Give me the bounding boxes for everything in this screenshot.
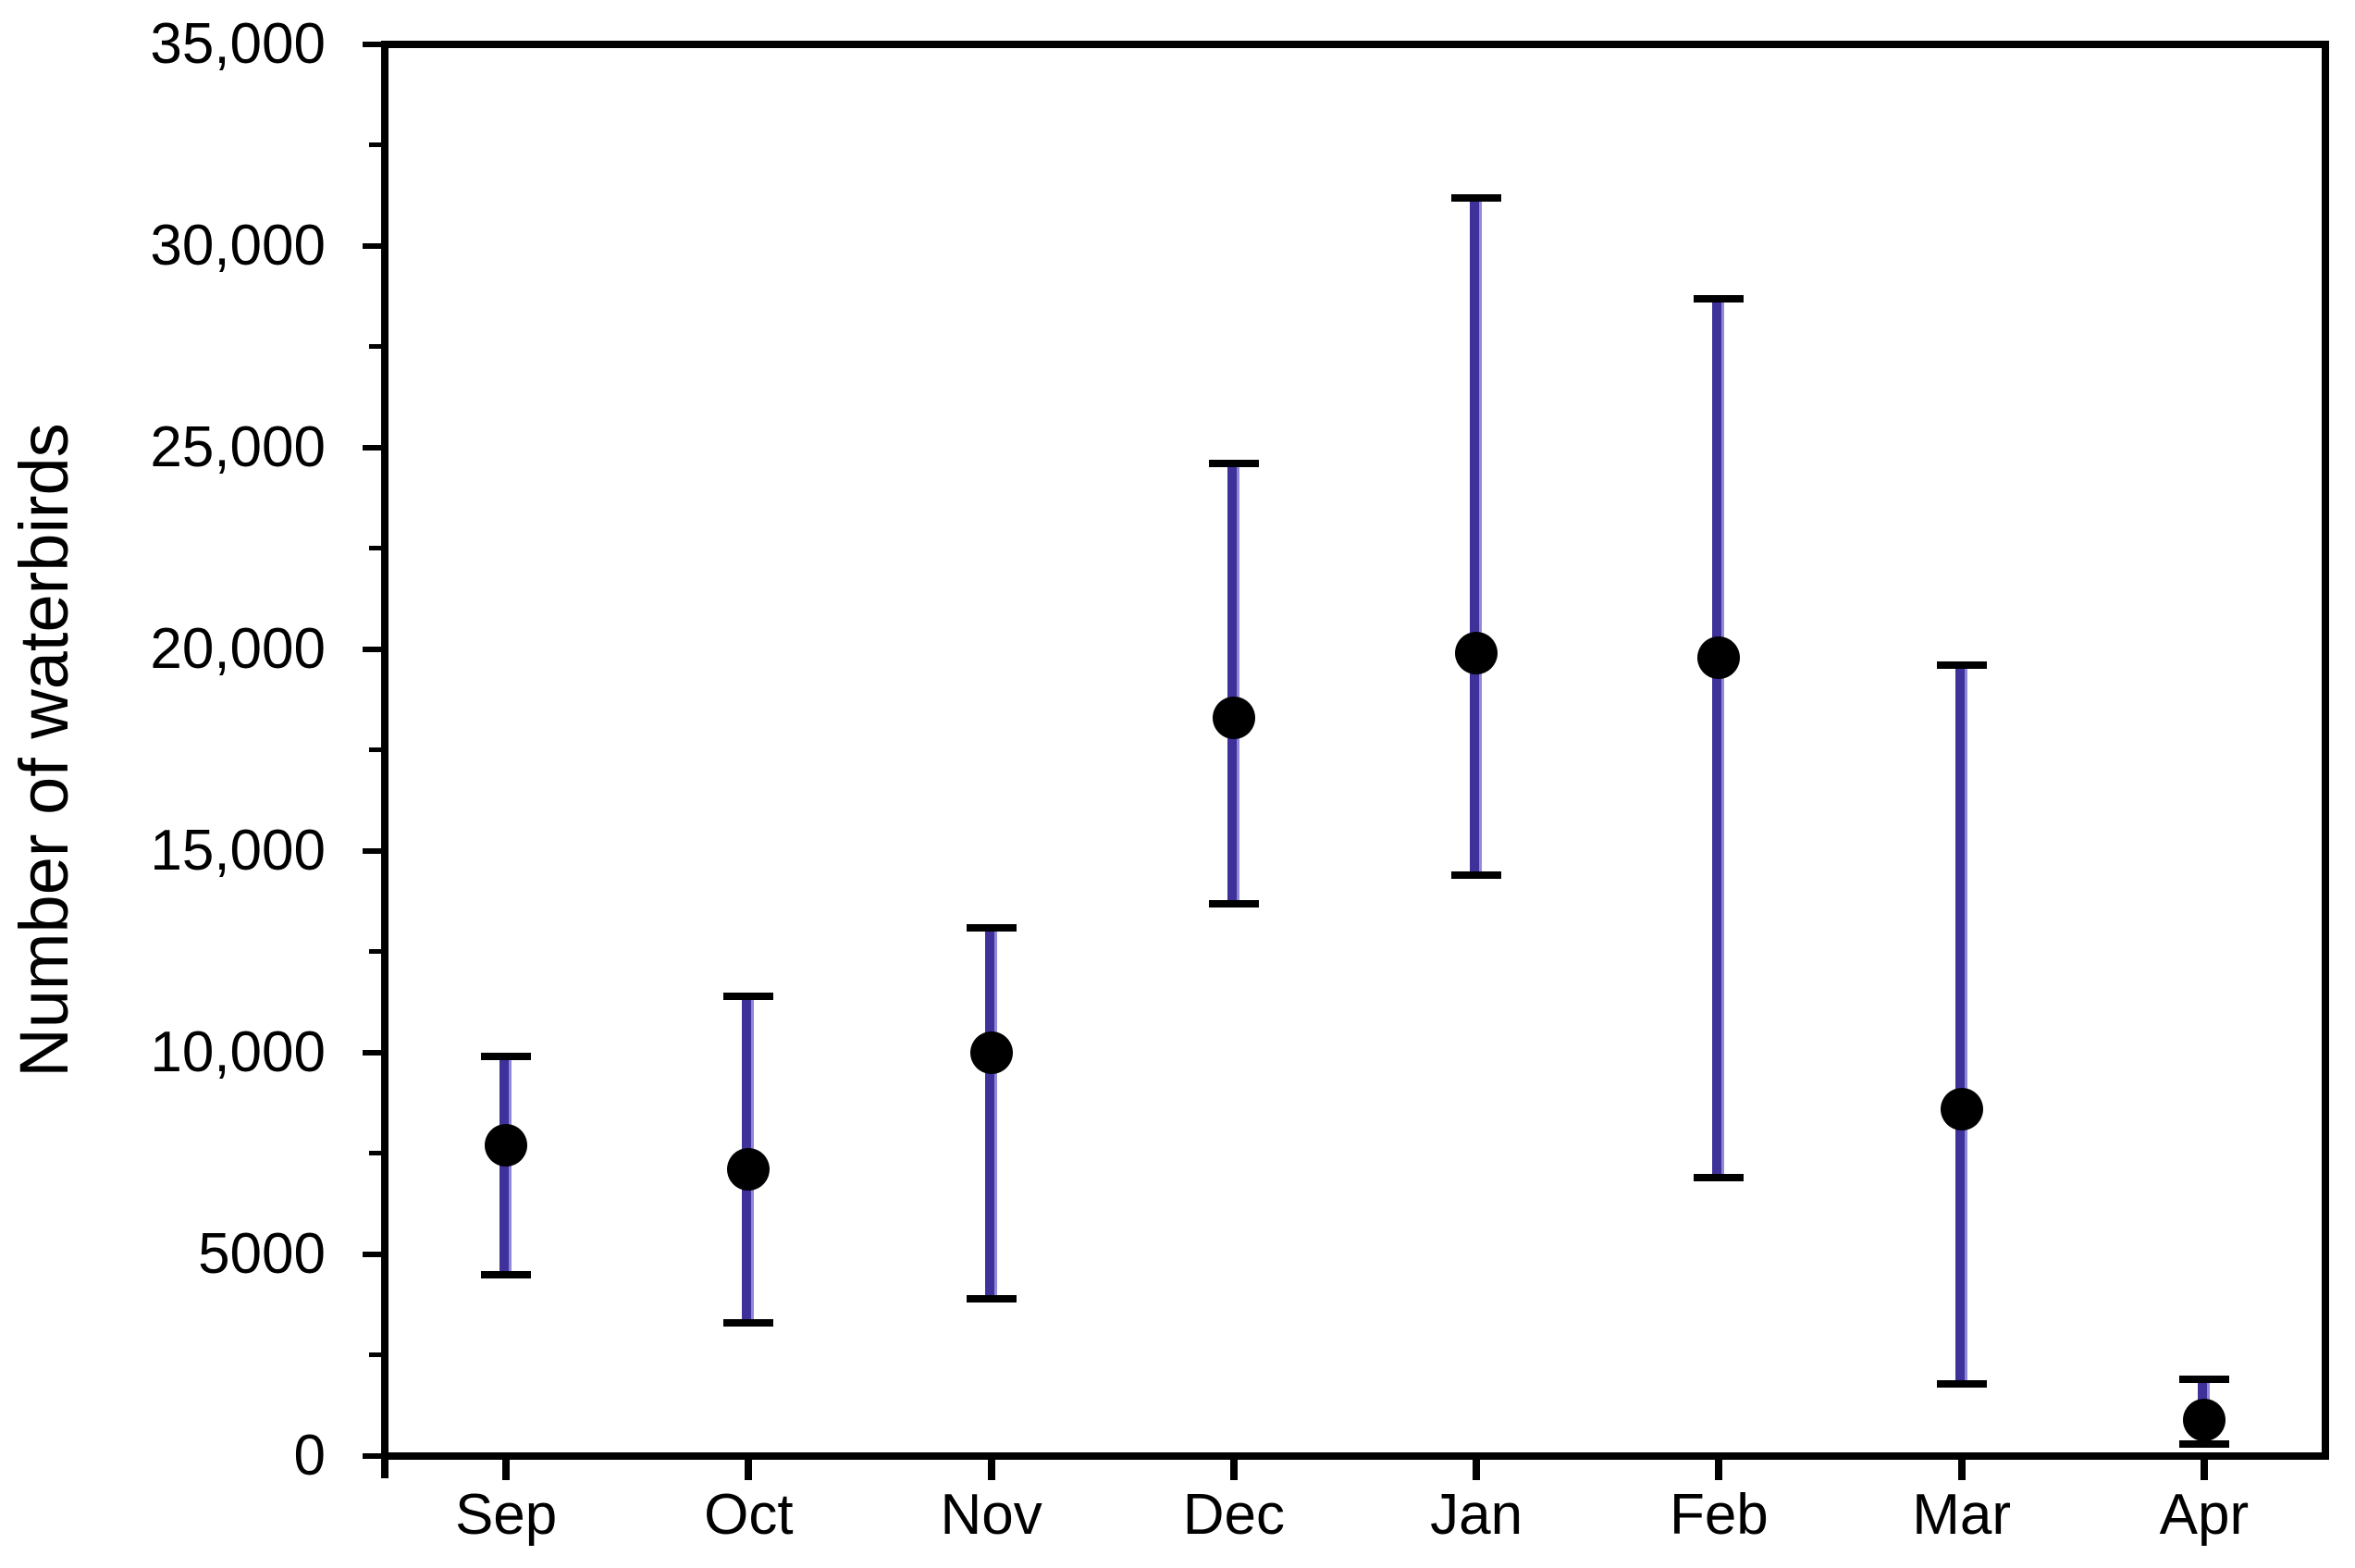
- y-axis-minor-tick: [369, 142, 381, 147]
- x-axis-tick-label: Oct: [704, 1483, 794, 1547]
- error-bar-line-jan: [1470, 197, 1483, 876]
- y-axis-tick-label: 25,000: [150, 415, 326, 479]
- x-axis-tick-label: Dec: [1182, 1483, 1285, 1547]
- mean-marker-oct: [727, 1148, 771, 1191]
- x-axis-tick-label: Nov: [940, 1483, 1042, 1547]
- x-axis-tick: [745, 1460, 753, 1480]
- mean-marker-sep: [485, 1124, 528, 1167]
- x-axis-tick: [1229, 1460, 1238, 1480]
- error-bar-cap-lower-jan: [1451, 871, 1502, 880]
- y-axis-major-tick: [363, 1050, 381, 1056]
- mean-marker-dec: [1212, 697, 1255, 740]
- x-axis-tick-label: Apr: [2159, 1483, 2250, 1547]
- y-axis-minor-tick: [369, 344, 381, 349]
- y-axis-minor-tick: [369, 949, 381, 954]
- mean-marker-feb: [1697, 636, 1741, 679]
- y-axis-tick-label: 20,000: [150, 617, 326, 681]
- error-bar-cap-upper-apr: [2178, 1376, 2229, 1384]
- x-axis-tick: [502, 1460, 511, 1480]
- y-axis-major-tick: [363, 848, 381, 854]
- x-axis-tick: [1957, 1460, 1966, 1480]
- error-bar-cap-upper-dec: [1208, 460, 1259, 468]
- x-axis-tick-label: Feb: [1669, 1483, 1769, 1547]
- mean-marker-mar: [1940, 1088, 1983, 1131]
- mean-marker-jan: [1455, 632, 1498, 675]
- y-axis-minor-tick: [369, 747, 381, 752]
- y-axis-title: Number of waterbirds: [6, 423, 82, 1078]
- error-bar-cap-lower-oct: [723, 1319, 774, 1327]
- x-axis-tick: [1715, 1460, 1723, 1480]
- error-bar-cap-upper-jan: [1451, 193, 1502, 202]
- axis-corner-tick: [381, 1460, 388, 1478]
- y-axis-major-tick: [363, 243, 381, 249]
- error-bar-line-nov: [984, 927, 997, 1299]
- error-bar-cap-lower-feb: [1694, 1174, 1745, 1182]
- error-bar-cap-upper-nov: [966, 923, 1017, 932]
- plot-frame: [381, 41, 2329, 1460]
- error-bar-cap-upper-feb: [1694, 294, 1745, 302]
- error-bar-cap-lower-mar: [1936, 1379, 1987, 1388]
- error-bar-cap-upper-oct: [723, 992, 774, 1000]
- x-axis-tick-label: Sep: [454, 1483, 558, 1547]
- error-bar-cap-upper-mar: [1936, 661, 1987, 670]
- error-bar-line-dec: [1227, 463, 1239, 904]
- x-axis-tick-label: Mar: [1912, 1483, 2012, 1547]
- y-axis-major-tick: [363, 1252, 381, 1257]
- y-axis-major-tick: [363, 647, 381, 652]
- y-axis-minor-tick: [369, 1352, 381, 1357]
- error-bar-cap-lower-sep: [481, 1270, 532, 1278]
- y-axis-tick-label: 15,000: [150, 819, 326, 883]
- error-bar-cap-upper-sep: [481, 1053, 532, 1061]
- mean-marker-apr: [2182, 1398, 2226, 1441]
- error-bar-cap-lower-apr: [2178, 1439, 2229, 1448]
- y-axis-major-tick: [363, 445, 381, 451]
- y-axis-major-tick: [363, 42, 381, 47]
- y-axis-tick-label: 35,000: [150, 12, 326, 76]
- y-axis-tick-label: 0: [293, 1424, 326, 1488]
- y-axis-tick-label: 30,000: [150, 214, 326, 278]
- x-axis-tick: [987, 1460, 995, 1480]
- y-axis-minor-tick: [369, 1151, 381, 1155]
- y-axis-minor-tick: [369, 546, 381, 550]
- y-axis-tick-label: 10,000: [150, 1020, 326, 1084]
- x-axis-tick: [1473, 1460, 1481, 1480]
- y-axis-major-tick: [363, 1453, 381, 1459]
- error-bar-cap-lower-nov: [966, 1294, 1017, 1303]
- error-bar-cap-lower-dec: [1208, 899, 1259, 907]
- error-bar-line-feb: [1712, 298, 1725, 1179]
- y-axis-tick-label: 5000: [198, 1222, 326, 1286]
- mean-marker-nov: [969, 1031, 1013, 1074]
- error-bar-line-mar: [1954, 665, 1967, 1384]
- x-axis-tick: [2200, 1460, 2208, 1480]
- x-axis-tick-label: Jan: [1430, 1483, 1523, 1547]
